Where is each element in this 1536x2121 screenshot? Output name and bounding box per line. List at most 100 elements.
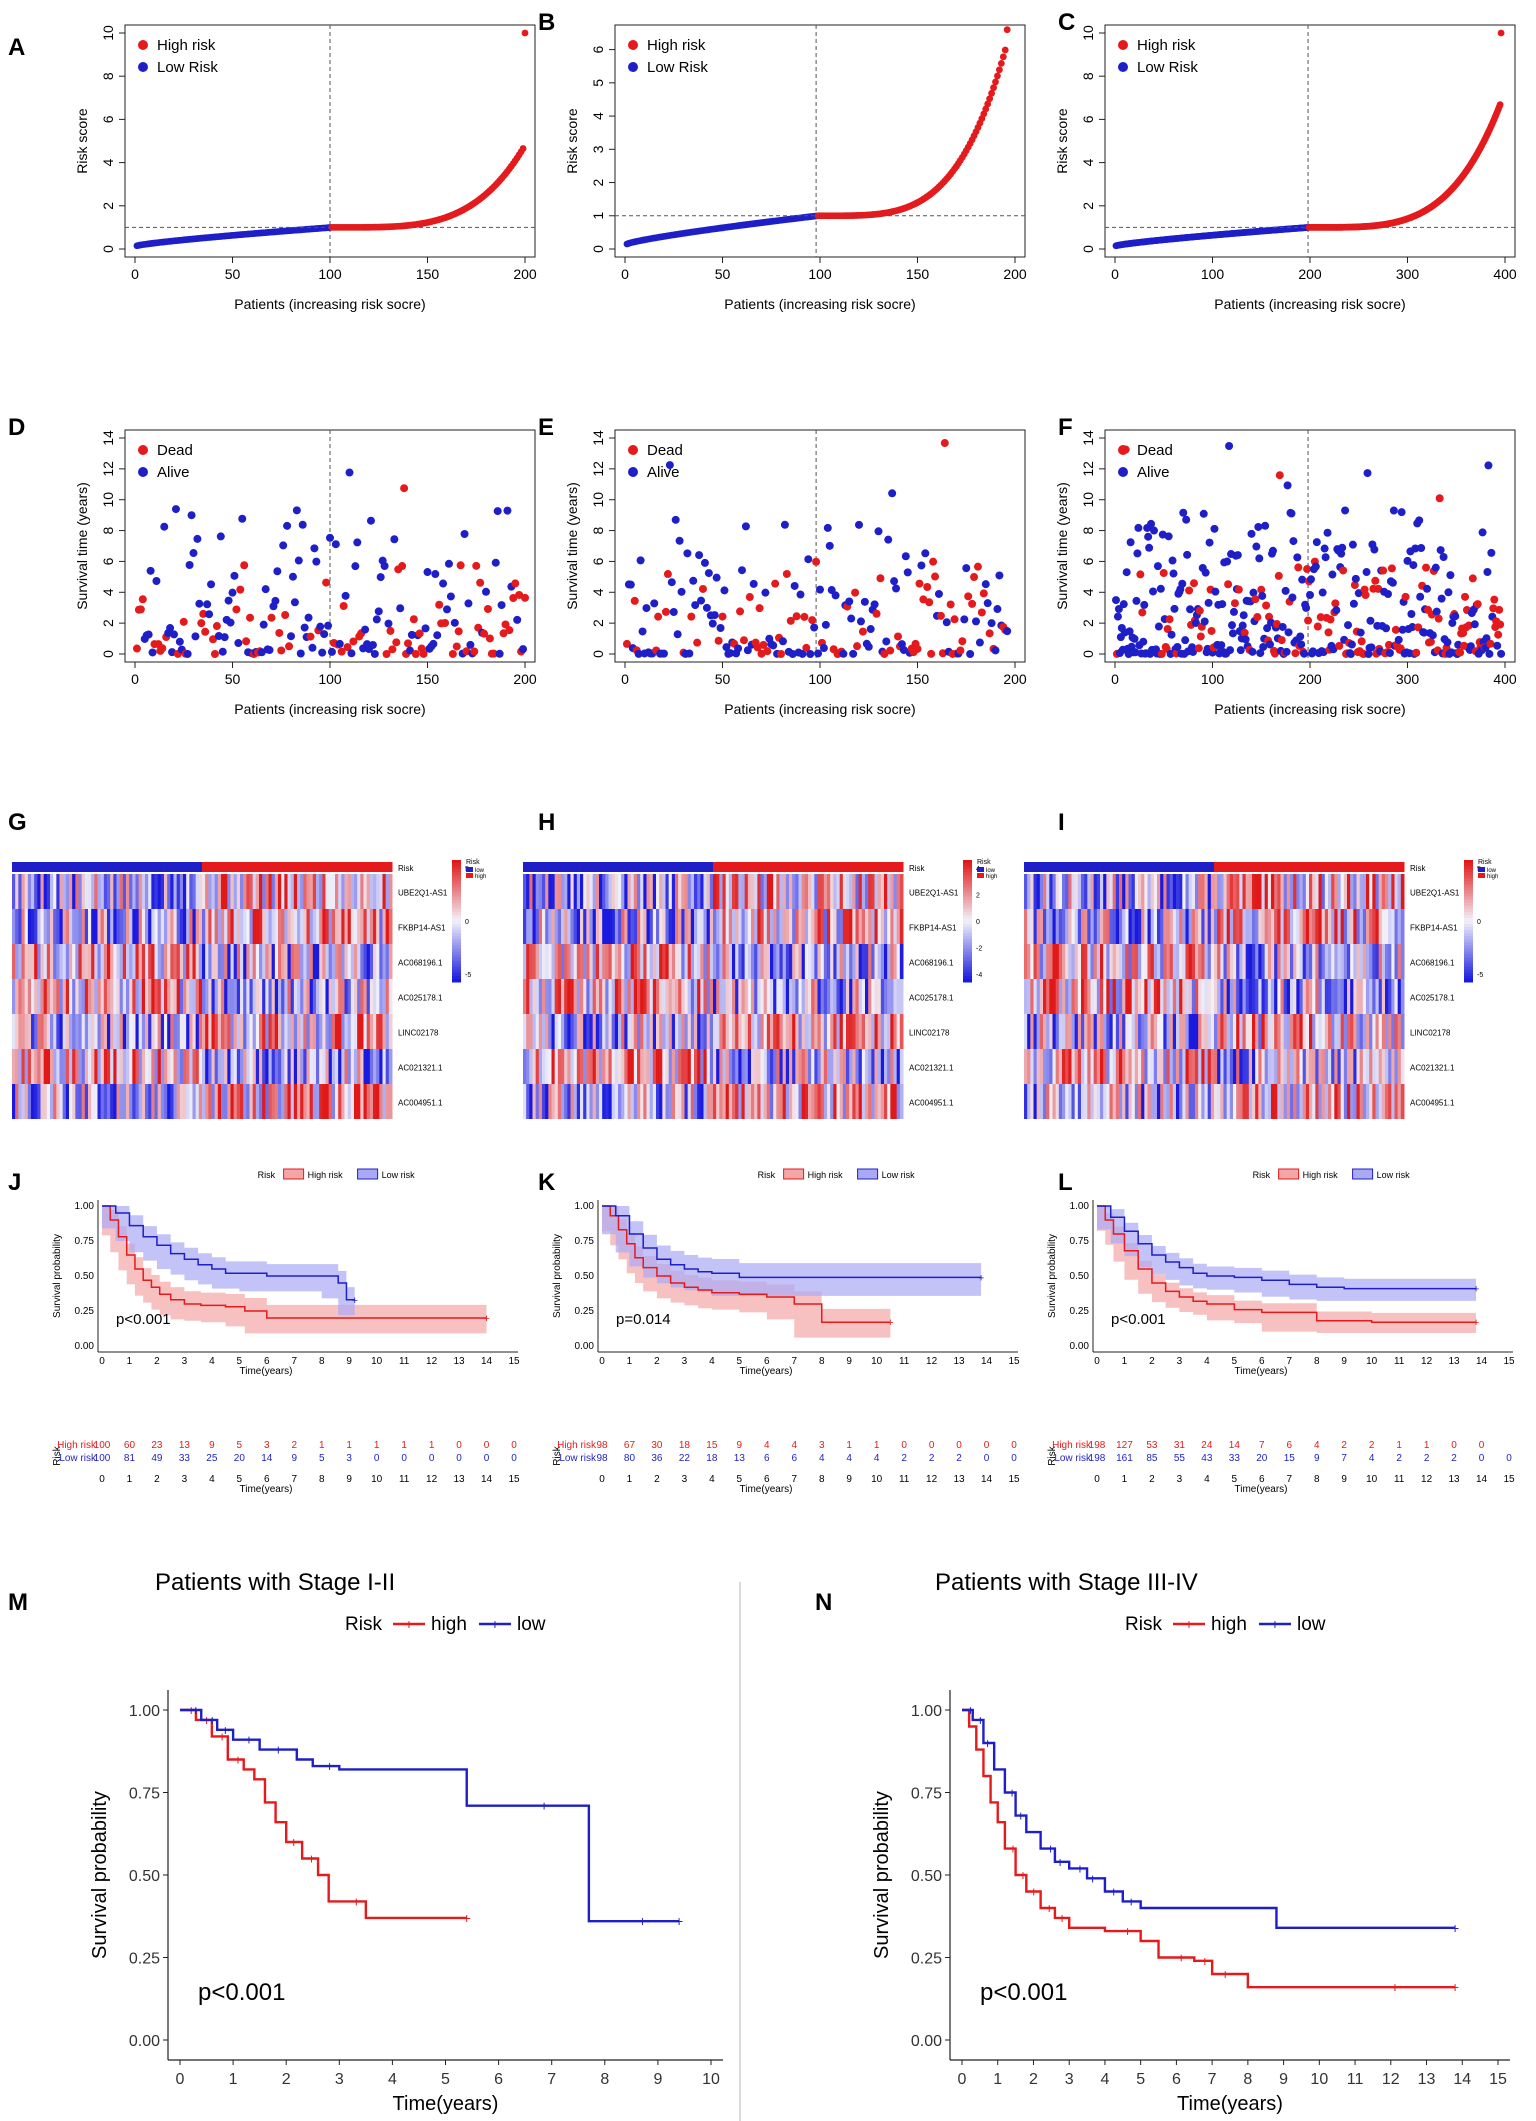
heatmap-cell [376,1014,380,1049]
heatmap-cell [189,1084,193,1119]
heatmap-cell [618,944,622,979]
heatmap-cell [570,944,575,979]
heatmap-cell [884,1014,888,1049]
heatmap-cell [382,979,387,1014]
risk-annotation-cell [1055,862,1060,872]
heatmap-cell [757,874,761,909]
heatmap-cell [1356,1014,1361,1049]
heatmap-cell [703,1049,708,1084]
heatmap-cell [227,909,231,944]
color-key-segment [452,902,461,907]
heatmap-cell [236,979,241,1014]
heatmap-cell [665,979,670,1014]
risk-annotation-cell [1030,862,1034,872]
heatmap-cell [262,1049,266,1084]
heatmap-cell [37,909,41,944]
color-key-segment [1464,942,1473,946]
risk-annotation-cell [1106,862,1110,872]
heatmap-cell [865,1014,869,1049]
heatmap-cell [107,944,111,979]
heatmap-cell [373,944,377,979]
heatmap-cell [306,909,311,944]
heatmap-cell [899,1049,904,1084]
color-key-segment [1464,890,1473,895]
heatmap-cell [1049,909,1053,944]
heatmap-cell [373,1014,377,1049]
alive-point [1297,640,1306,649]
heatmap-cell [271,874,276,909]
heatmap-cell [183,1014,187,1049]
heatmap-cell [1350,874,1354,909]
heatmap-cell [1337,979,1342,1014]
heatmap-cell [529,909,533,944]
heatmap-cell [719,1014,723,1049]
x-tick-label: 0 [131,266,139,282]
heatmap-cell [523,944,527,979]
heatmap-cell [1248,1049,1253,1084]
risk-table-value: 1 [401,1440,407,1451]
heatmap-cell [709,1049,714,1084]
heatmap-cell [570,1084,575,1119]
heatmap-cell [668,1084,673,1119]
risk-annotation-cell [331,862,336,872]
heatmap-cell [1236,909,1240,944]
heatmap-cell [899,1084,904,1119]
heatmap-cell [747,979,752,1014]
heatmap-cell [861,1084,866,1119]
heatmap-cell [1245,909,1250,944]
heatmap-cell [1172,1049,1177,1084]
heatmap-cell [135,1014,140,1049]
risk-annotation-cell [548,862,552,872]
risk-annotation-cell [369,862,374,872]
table-x-tick-label: 5 [237,1474,243,1485]
heatmap-cell [580,874,584,909]
color-key-segment [1464,884,1473,888]
heatmap-cell [1191,909,1196,944]
heatmap-cell [211,874,216,909]
heatmap-cell [893,1014,898,1049]
heatmap-cell [817,1084,822,1119]
heatmap-cell [1264,944,1269,979]
color-key-segment [963,881,972,885]
heatmap-cell [1201,909,1205,944]
heatmap-cell [46,1084,51,1119]
legend-label: High risk [647,37,706,54]
heatmap-cell [233,909,238,944]
heatmap-cell [621,874,625,909]
heatmap-cell [586,979,590,1014]
heatmap-cell [309,1014,314,1049]
alive-point [650,599,659,608]
heatmap-cell [274,979,279,1014]
risk-annotation-cell [1391,862,1395,872]
heatmap-cell [176,944,181,979]
heatmap-cell [535,1084,540,1119]
alive-point [816,585,824,594]
dead-point [886,646,895,655]
heatmap-cell [366,874,371,909]
heatmap-cell [208,1014,212,1049]
heatmap-cell [97,1049,102,1084]
heatmap-cell [1391,1084,1395,1119]
heatmap-cell [1277,979,1281,1014]
risk-annotation-cell [1375,862,1380,872]
heatmap-cell [249,874,254,909]
heatmap-cell [842,1049,847,1084]
heatmap-cell [1201,979,1205,1014]
risk-point [994,72,1001,80]
heatmap-cell [91,874,95,909]
alive-point [993,605,1002,614]
heatmap-cell [1191,944,1196,979]
alive-point [790,581,799,590]
heatmap-cell [1359,1014,1364,1049]
heatmap-cell [792,979,796,1014]
risk-table-value: 33 [179,1453,191,1464]
alive-point [1133,549,1142,558]
heatmap-cell [687,979,692,1014]
heatmap-cell [1169,909,1174,944]
x-tick-label: 11 [399,1356,410,1367]
heatmap-cell [135,874,140,909]
heatmap-cell [602,1084,606,1119]
color-key-segment [452,960,461,965]
heatmap-cell [84,1084,89,1119]
heatmap-cell [592,874,597,909]
